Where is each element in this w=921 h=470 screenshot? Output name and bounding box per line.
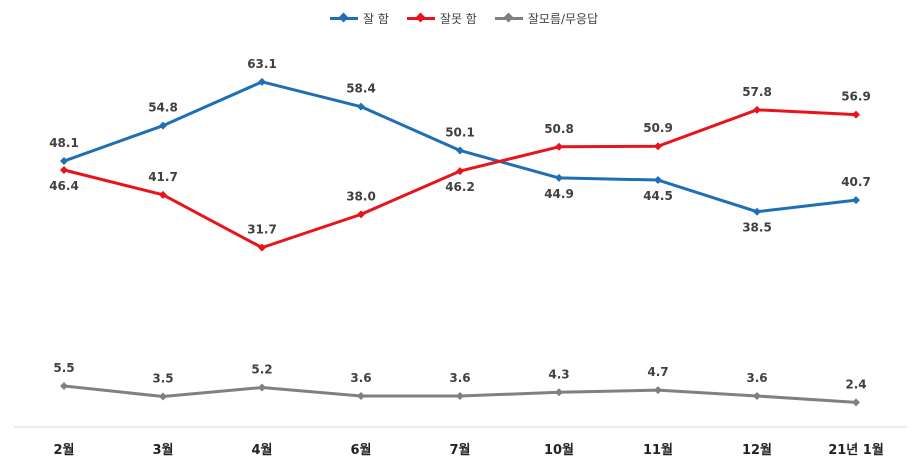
legend-swatch-unknown <box>494 12 523 23</box>
data-point-good <box>555 173 563 182</box>
data-label-good: 48.1 <box>49 136 79 150</box>
data-label-bad: 46.4 <box>49 179 79 193</box>
data-label-good: 63.1 <box>247 57 277 71</box>
data-point-good <box>852 196 860 205</box>
x-tick-label: 11월 <box>643 442 673 458</box>
data-label-bad: 46.2 <box>445 180 475 194</box>
legend-swatch-bad <box>406 12 435 23</box>
x-tick-label: 12월 <box>742 442 772 458</box>
data-label-unknown: 4.3 <box>548 367 569 381</box>
legend: 잘 함 잘못 함 잘모름/무응답 <box>330 8 598 28</box>
x-tick-label: 4월 <box>251 442 272 458</box>
x-tick-label: 3월 <box>152 442 173 458</box>
data-point-unknown <box>753 391 761 400</box>
data-point-good <box>654 176 662 185</box>
data-label-good: 44.9 <box>544 187 574 201</box>
data-label-good: 50.1 <box>445 125 475 139</box>
data-point-unknown <box>357 391 365 400</box>
data-point-bad <box>357 210 365 219</box>
data-point-good <box>258 77 266 86</box>
data-label-unknown: 4.7 <box>647 365 668 379</box>
legend-swatch-good <box>330 12 358 23</box>
data-label-unknown: 5.2 <box>251 363 272 377</box>
data-point-good <box>60 157 68 166</box>
data-label-good: 58.4 <box>346 82 376 96</box>
data-label-bad: 57.8 <box>742 85 772 99</box>
data-label-good: 40.7 <box>841 175 871 189</box>
data-label-bad: 41.7 <box>148 170 178 184</box>
data-point-good <box>159 121 167 130</box>
data-point-bad <box>753 105 761 114</box>
x-tick-label: 6월 <box>350 442 371 458</box>
legend-label-bad: 잘못 함 <box>439 11 477 26</box>
data-point-unknown <box>852 398 860 407</box>
legend-item-good: 잘 함 <box>330 10 389 27</box>
data-label-unknown: 2.4 <box>845 377 866 391</box>
data-point-good <box>456 146 464 155</box>
data-label-bad: 56.9 <box>841 90 871 104</box>
legend-label-good: 잘 함 <box>363 11 389 26</box>
data-point-good <box>357 102 365 111</box>
data-label-unknown: 5.5 <box>53 361 74 375</box>
data-point-unknown <box>456 391 464 400</box>
data-point-bad <box>258 243 266 252</box>
data-point-bad <box>159 190 167 199</box>
data-label-bad: 50.9 <box>643 121 673 135</box>
data-label-unknown: 3.5 <box>152 372 173 386</box>
data-point-bad <box>456 167 464 176</box>
data-label-unknown: 3.6 <box>746 371 767 385</box>
x-tick-label: 21년 1월 <box>828 442 884 458</box>
data-label-unknown: 3.6 <box>449 371 470 385</box>
data-label-bad: 31.7 <box>247 223 277 237</box>
data-point-unknown <box>60 381 68 390</box>
x-tick-label: 10월 <box>544 442 574 458</box>
data-point-bad <box>60 166 68 175</box>
x-tick-label: 7월 <box>449 442 470 458</box>
data-point-unknown <box>159 392 167 401</box>
legend-item-bad: 잘못 함 <box>406 10 477 27</box>
data-label-good: 38.5 <box>742 221 772 235</box>
data-label-bad: 50.8 <box>544 122 574 136</box>
data-label-bad: 38.0 <box>346 189 376 203</box>
legend-item-unknown: 잘모름/무응답 <box>494 10 599 27</box>
data-point-good <box>753 207 761 216</box>
data-label-good: 44.5 <box>643 189 673 203</box>
data-label-unknown: 3.6 <box>350 371 371 385</box>
data-label-good: 54.8 <box>148 101 178 115</box>
data-point-bad <box>852 110 860 119</box>
data-point-unknown <box>654 386 662 395</box>
data-point-unknown <box>555 388 563 397</box>
x-tick-label: 2월 <box>53 442 74 458</box>
legend-label-unknown: 잘모름/무응답 <box>527 11 599 26</box>
data-point-bad <box>555 142 563 151</box>
data-point-unknown <box>258 383 266 392</box>
data-point-bad <box>654 142 662 151</box>
